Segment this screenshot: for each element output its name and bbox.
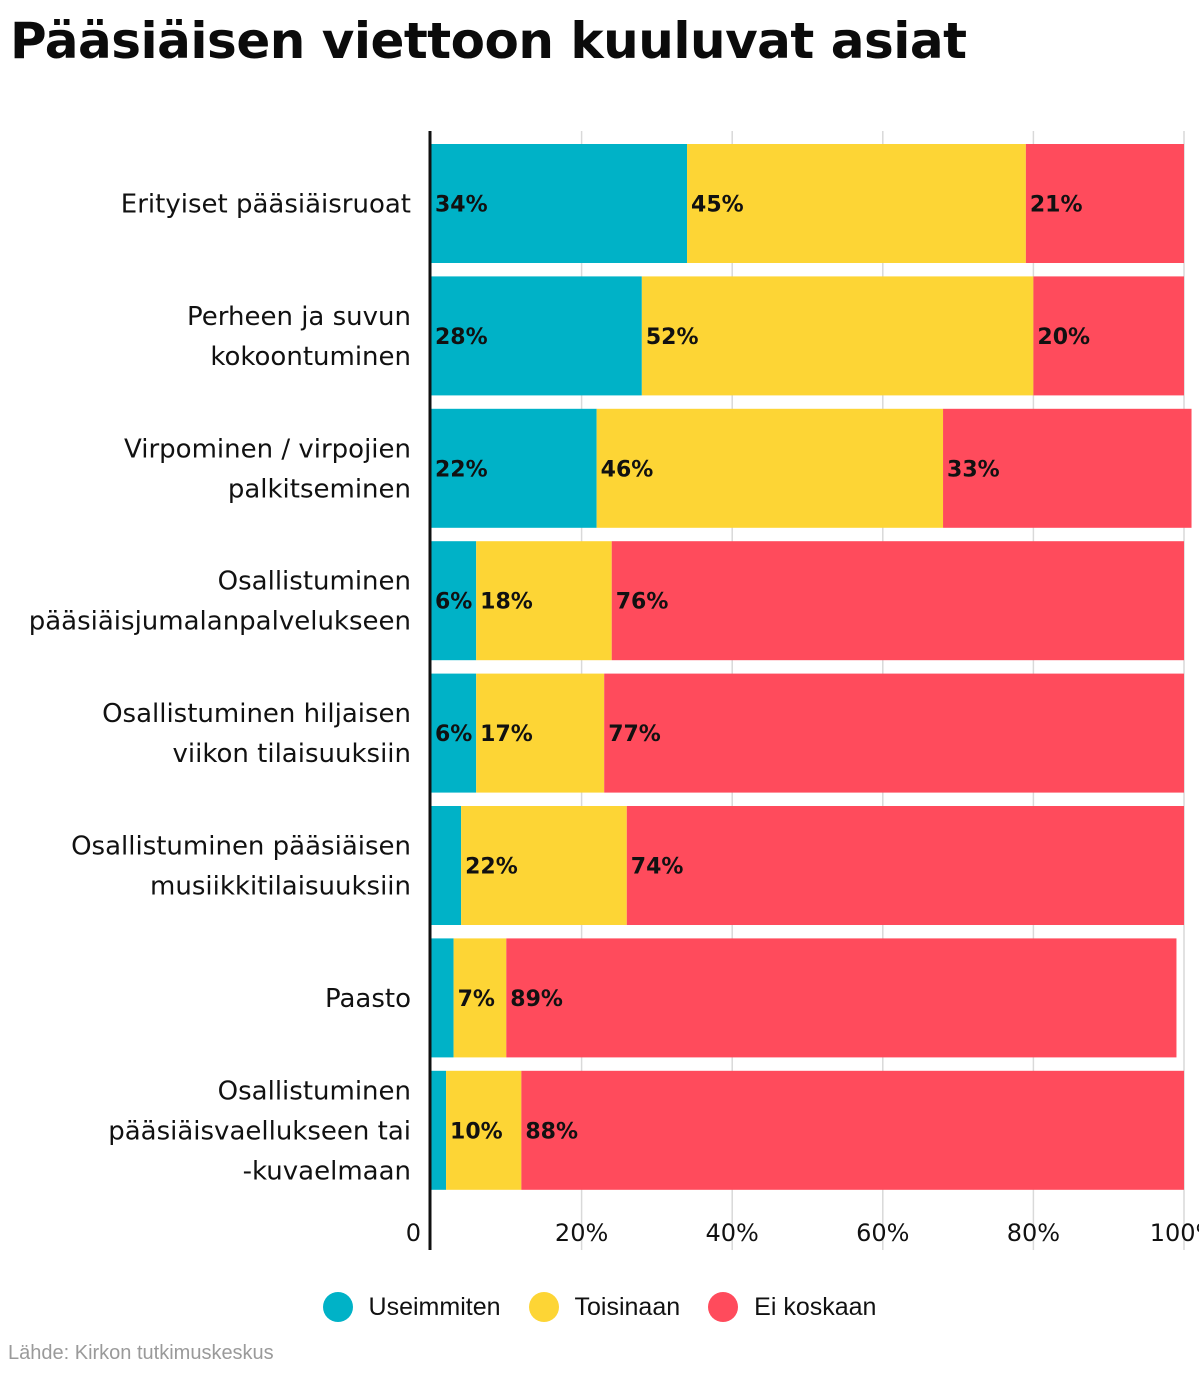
data-label: 76% [616, 590, 669, 615]
bar-ei-koskaan [943, 408, 1192, 528]
x-tick-label: 100% [1150, 1219, 1199, 1247]
bars [431, 144, 1192, 1190]
data-label: 6% [435, 590, 472, 615]
category-label: Erityiset pääsiäisruoat [121, 190, 411, 220]
category-label: Osallistuminen pääsiäisen [71, 832, 411, 862]
legend-label: Useimmiten [368, 1292, 501, 1321]
bar-ei-koskaan [611, 541, 1184, 661]
data-label: 45% [691, 193, 744, 218]
bar-toisinaan [476, 673, 605, 793]
category-label: musiikkitilaisuuksiin [150, 872, 411, 902]
legend-item-toisinaan: Toisinaan [528, 1292, 681, 1322]
data-label: 88% [525, 1119, 578, 1144]
source-note: Lähde: Kirkon tutkimuskeskus [8, 1342, 274, 1364]
bar-useimmiten [431, 276, 642, 396]
bar-ei-koskaan [506, 938, 1177, 1058]
data-label: 21% [1030, 193, 1083, 218]
data-label: 10% [450, 1119, 503, 1144]
legend-swatch-toisinaan [528, 1292, 559, 1322]
category-label: palkitseminen [228, 474, 411, 504]
data-label: 77% [608, 722, 661, 747]
x-axis-ticks: 0 20% 40% 60% 80% 100% [406, 1219, 1199, 1247]
data-label: 74% [631, 855, 684, 880]
data-label: 18% [480, 590, 533, 615]
x-tick-label: 80% [1007, 1219, 1060, 1247]
x-tick-label: 40% [706, 1219, 759, 1247]
bar-useimmiten [431, 673, 477, 793]
legend-swatch-ei-koskaan [708, 1292, 739, 1322]
data-label: 7% [458, 987, 495, 1012]
data-label: 22% [435, 457, 488, 482]
category-labels: Erityiset pääsiäisruoat Perheen ja suvun k… [29, 190, 411, 1187]
legend-item-useimmiten: Useimmiten [322, 1292, 501, 1322]
data-label: 28% [435, 325, 488, 350]
bar-toisinaan [476, 541, 612, 661]
category-label: viikon tilaisuuksiin [173, 739, 411, 769]
category-label: Osallistuminen hiljaisen [102, 699, 411, 729]
data-label: 34% [435, 193, 488, 218]
chart-title: Pääsiäisen viettoon kuuluvat asiat [10, 12, 967, 70]
category-label: pääsiäisjumalanpalvelukseen [29, 607, 411, 637]
data-label: 20% [1037, 325, 1090, 350]
stacked-bar-chart: 34% 45% 21% 28% 52% 20% 22% 46% 33% 6% 18% 76% 6% 17%… [29, 131, 1199, 1250]
category-label: pääsiäisvaellukseen tai [108, 1116, 411, 1146]
legend-label: Toisinaan [574, 1292, 681, 1321]
data-label: 22% [465, 855, 518, 880]
category-label: Paasto [325, 984, 411, 1014]
category-label: Osallistuminen [218, 1076, 411, 1106]
data-label: 52% [646, 325, 699, 350]
data-label: 17% [480, 722, 533, 747]
data-label: 46% [601, 457, 654, 482]
bar-useimmiten [431, 408, 597, 528]
legend-swatch-useimmiten [322, 1292, 353, 1322]
category-label: kokoontuminen [210, 342, 411, 372]
bar-useimmiten [431, 1070, 447, 1190]
category-label: Osallistuminen [218, 567, 411, 597]
bar-toisinaan [596, 408, 944, 528]
data-label: 89% [510, 987, 563, 1012]
bar-toisinaan [446, 1070, 522, 1190]
bar-useimmiten [431, 806, 462, 925]
bar-useimmiten [431, 144, 688, 263]
x-tick-label: 0 [406, 1219, 421, 1247]
bar-toisinaan [453, 938, 507, 1058]
bar-ei-koskaan [1025, 144, 1184, 263]
bar-useimmiten [431, 938, 454, 1058]
x-tick-label: 60% [856, 1219, 909, 1247]
data-label: 33% [947, 457, 1000, 482]
bar-toisinaan [687, 144, 1026, 263]
bar-ei-koskaan [626, 806, 1184, 925]
bar-toisinaan [461, 806, 627, 925]
legend: Useimmiten Toisinaan Ei koskaan [0, 1292, 1199, 1322]
data-label: 6% [435, 722, 472, 747]
category-label: -kuvaelmaan [243, 1156, 411, 1186]
category-label: Virpominen / virpojien [124, 434, 411, 464]
bar-toisinaan [641, 276, 1034, 396]
legend-item-ei-koskaan: Ei koskaan [708, 1292, 876, 1322]
x-tick-label: 20% [555, 1219, 608, 1247]
bar-ei-koskaan [604, 673, 1184, 793]
data-labels: 34% 45% 21% 28% 52% 20% 22% 46% 33% 6% 18% 76% 6% 17%… [435, 193, 1090, 1145]
bar-ei-koskaan [1033, 276, 1184, 396]
category-label: Perheen ja suvun [187, 302, 411, 332]
bar-ei-koskaan [521, 1070, 1184, 1190]
bar-useimmiten [431, 541, 477, 661]
legend-label: Ei koskaan [754, 1292, 877, 1321]
